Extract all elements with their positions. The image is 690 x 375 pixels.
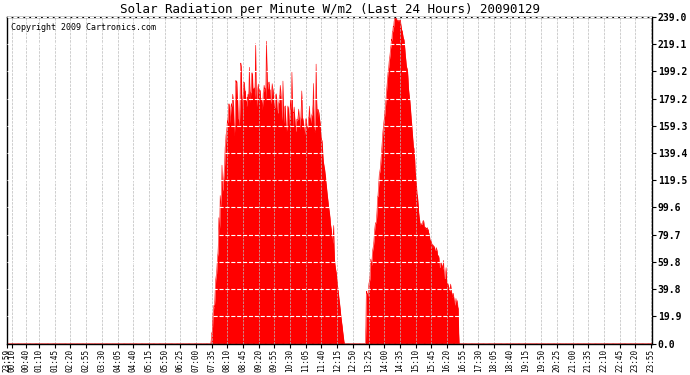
Title: Solar Radiation per Minute W/m2 (Last 24 Hours) 20090129: Solar Radiation per Minute W/m2 (Last 24… <box>120 3 540 16</box>
Text: Copyright 2009 Cartronics.com: Copyright 2009 Cartronics.com <box>10 24 155 33</box>
